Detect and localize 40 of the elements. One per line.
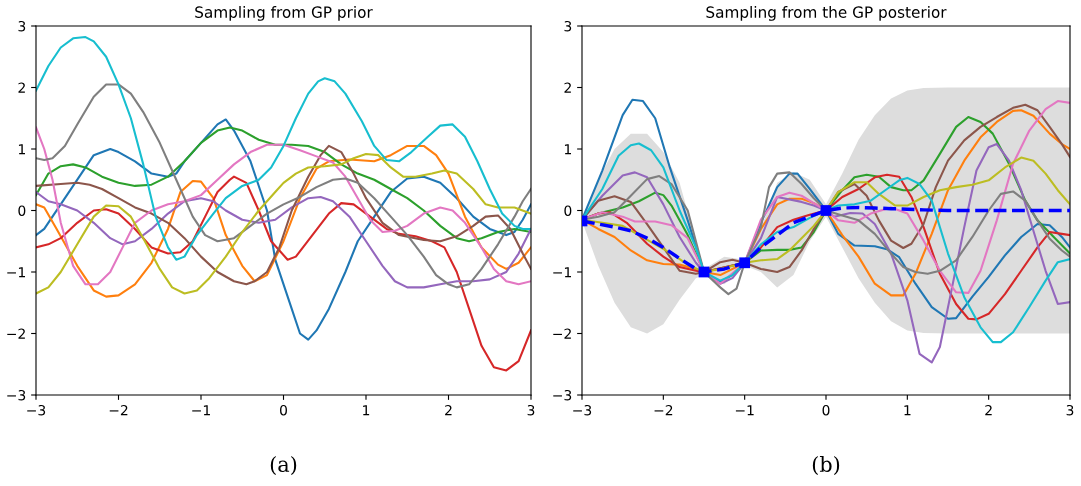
x-tick-label: −2	[654, 404, 673, 416]
y-tick-label: −3	[7, 389, 26, 401]
y-tick-label: −3	[553, 389, 572, 401]
x-tick-label: −3	[27, 404, 46, 416]
text: (b)	[812, 455, 840, 475]
x-tick-label: 3	[527, 404, 535, 416]
y-tick-label: 0	[564, 205, 572, 216]
y-tick-label: 0	[18, 205, 26, 216]
line-series	[36, 175, 531, 372]
x-tick-label: 2	[985, 404, 992, 416]
x-tick-label: −3	[573, 404, 592, 416]
y-tick-label: −1	[553, 267, 571, 278]
line-series	[36, 36, 531, 261]
line-series	[36, 191, 531, 289]
y-tick-label: −2	[553, 328, 571, 339]
x-tick-label: 2	[445, 404, 452, 416]
y-tick-label: −2	[7, 328, 25, 339]
x-tick-label: 0	[280, 404, 287, 416]
y-tick-label: 1	[18, 144, 25, 155]
y-tick-label: 2	[18, 82, 25, 93]
chart-title: Sampling from GP prior	[195, 6, 373, 21]
x-tick-label: −1	[192, 405, 210, 416]
x-tick-label: −1	[735, 405, 754, 416]
text: (a)	[270, 455, 297, 475]
y-tick-label: 3	[564, 20, 572, 32]
y-tick-label: 1	[564, 144, 571, 155]
x-tick-label: −2	[109, 404, 128, 416]
line-series	[36, 118, 531, 341]
chart-title: Sampling from the GP posterior	[706, 6, 947, 21]
point	[820, 205, 832, 216]
y-tick-label: 3	[18, 20, 26, 32]
point	[739, 257, 751, 269]
y-tick-label: −1	[7, 267, 25, 278]
x-tick-label: 0	[822, 404, 830, 416]
line-series	[36, 83, 531, 289]
x-tick-label: 3	[1066, 404, 1074, 416]
line-series	[36, 126, 531, 243]
x-tick-label: 1	[904, 405, 911, 416]
x-tick-label: 1	[363, 405, 370, 416]
y-tick-label: 2	[564, 82, 571, 93]
